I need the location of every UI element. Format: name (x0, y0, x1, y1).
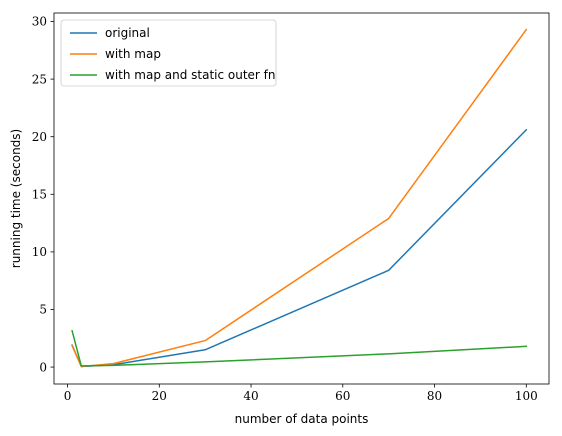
y-tick-label-2: 10 (32, 245, 47, 259)
x-tick-label-2: 40 (243, 389, 258, 403)
legend-box (60, 19, 277, 87)
legend-label-1: with map (105, 47, 161, 61)
y-tick-label-6: 30 (32, 15, 47, 29)
legend-label-0: original (105, 26, 150, 40)
x-tick-label-1: 20 (152, 389, 167, 403)
y-tick-label-1: 5 (39, 303, 47, 317)
legend-label-2: with map and static outer fn (105, 68, 276, 82)
x-tick-label-4: 80 (427, 389, 442, 403)
x-tick-label-5: 100 (515, 389, 538, 403)
y-tick-label-4: 20 (32, 130, 47, 144)
series-line-0 (71, 128, 528, 368)
series-line-2 (71, 329, 528, 367)
y-axis-ticks: 0 5 10 15 20 25 30 (32, 15, 54, 374)
y-tick-label-5: 25 (32, 72, 47, 86)
plot-lines (71, 28, 528, 368)
legend: original with map with map and static oute… (60, 19, 277, 87)
x-tick-label-3: 60 (335, 389, 350, 403)
series-line-1 (71, 28, 528, 368)
y-axis-label: running time (seconds) (9, 129, 23, 268)
y-tick-label-0: 0 (39, 360, 47, 374)
x-tick-label-0: 0 (64, 389, 72, 403)
plot-frame (53, 12, 550, 385)
x-axis-ticks: 0 20 40 60 80 100 (64, 384, 538, 403)
x-axis-label: number of data points (235, 412, 369, 426)
y-tick-label-3: 15 (32, 187, 47, 201)
